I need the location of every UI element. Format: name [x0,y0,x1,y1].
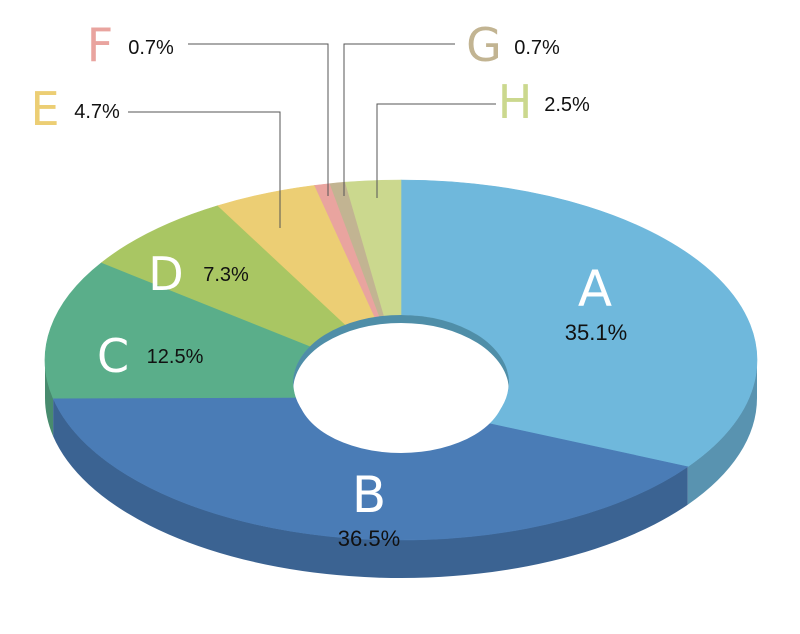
slice-letter-d: D [148,247,183,301]
slice-value-a: 35.1% [565,320,627,345]
slice-side-c [45,360,54,437]
leader-lines [128,43,496,228]
slice-letter-b: B [352,466,386,524]
slice-letter-h: H [498,75,533,129]
leader-line-e [128,111,281,228]
slice-value-g: 0.7% [514,37,560,59]
donut-side-walls [45,360,757,578]
slice-letter-c: C [97,329,129,383]
slice-value-c: 12.5% [147,346,204,368]
slice-side-a [687,360,757,505]
slice-labels: A35.1% B36.5% C 12.5% D 7.3% E 4.7% F 0.7% G 0.7% H 2… [30,18,627,551]
leader-line-f [188,43,329,196]
slice-value-b: 36.5% [338,526,400,551]
slice-letter-e: E [30,82,59,136]
slice-letter-a: A [578,260,612,318]
leader-line-g [343,43,455,196]
donut-hole [297,329,505,453]
donut-top-faces [44,179,758,541]
slice-value-f: 0.7% [128,37,174,59]
slice-letter-g: G [466,18,502,72]
leader-line-h [376,103,496,198]
slice-side-b [53,398,688,578]
slice-value-h: 2.5% [544,94,590,116]
slice-letter-f: F [87,18,113,72]
slice-value-d: 7.3% [203,264,249,286]
slice-value-e: 4.7% [74,101,120,123]
